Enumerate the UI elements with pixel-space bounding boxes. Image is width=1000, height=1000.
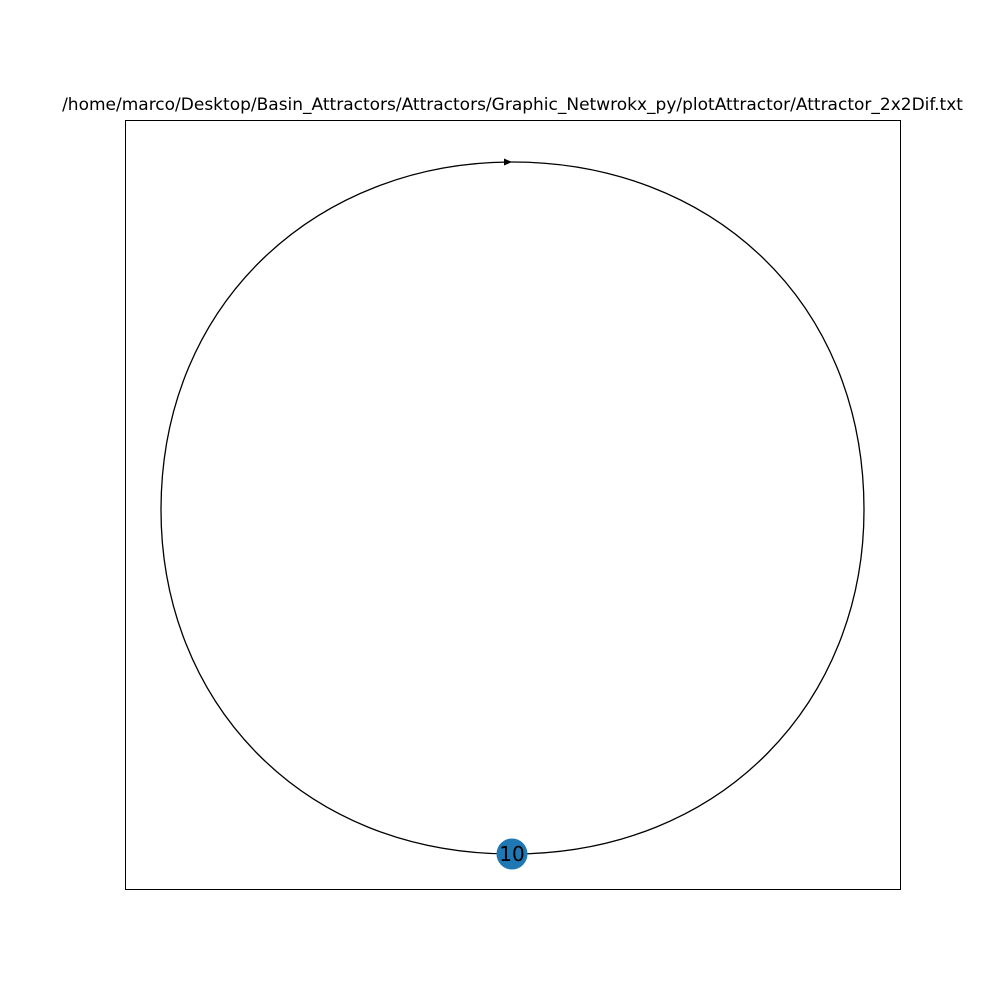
axes-frame xyxy=(125,120,901,890)
plot-title: /home/marco/Desktop/Basin_Attractors/Att… xyxy=(62,95,963,115)
edge-arrowhead xyxy=(504,158,512,166)
self-loop-edge xyxy=(160,161,865,855)
node-circle xyxy=(496,838,528,870)
graph-node: 10 xyxy=(496,838,528,870)
node-label: 10 xyxy=(499,842,524,866)
